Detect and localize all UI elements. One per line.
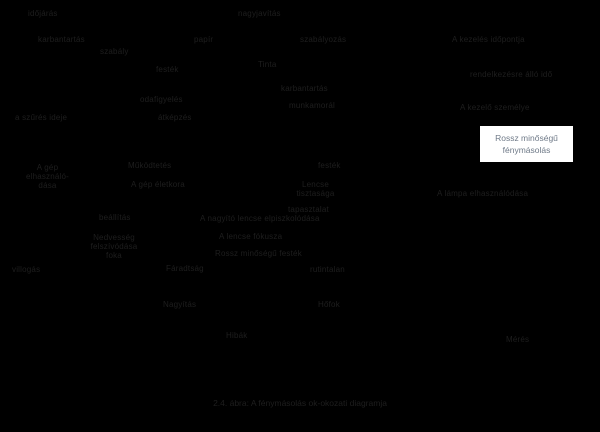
cause-label: munkamorál bbox=[289, 101, 336, 110]
cause-label: Nedvesség felszívódása foka bbox=[90, 233, 138, 261]
cause-label: villogás bbox=[12, 265, 41, 274]
cause-label: Fáradtság bbox=[166, 264, 204, 273]
cause-label: A kezelő személye bbox=[460, 103, 530, 112]
cause-label: Lencse tisztasága bbox=[296, 180, 335, 199]
cause-label: tapasztalat bbox=[288, 205, 329, 214]
cause-label: a szűrés ideje bbox=[15, 113, 68, 122]
figure-caption: 2.4. ábra: A fénymásolás ok-okozati diag… bbox=[213, 398, 387, 408]
cause-label: rutintalan bbox=[310, 265, 345, 274]
cause-label: A lencse fókusza bbox=[219, 232, 283, 241]
cause-label: Hőfok bbox=[318, 300, 340, 309]
cause-label: A gép életkora bbox=[131, 180, 185, 189]
cause-label: Tinta bbox=[258, 60, 277, 69]
effect-box-label: Rossz minőségű fénymásolás bbox=[495, 132, 558, 155]
cause-label: Hibák bbox=[226, 331, 248, 340]
cause-label: Mérés bbox=[506, 335, 530, 344]
cause-label: festék bbox=[156, 65, 179, 74]
cause-label: A kezelés időpontja bbox=[452, 35, 525, 44]
cause-label: nagyjavítás bbox=[238, 9, 281, 18]
cause-label: Nagyítás bbox=[163, 300, 197, 309]
cause-label: Rossz minőségű festék bbox=[215, 249, 302, 258]
cause-label: beállítás bbox=[99, 213, 131, 222]
cause-label: festék bbox=[318, 161, 341, 170]
cause-label: Működtetés bbox=[128, 161, 172, 170]
cause-label: A nagyító lencse elpiszkolódása bbox=[200, 214, 320, 223]
cause-label: odafigyelés bbox=[140, 95, 183, 104]
cause-label: átképzés bbox=[158, 113, 192, 122]
cause-label: szabály bbox=[100, 47, 129, 56]
cause-label: rendelkezésre álló idő bbox=[470, 70, 553, 79]
cause-label: karbantartás bbox=[38, 35, 85, 44]
cause-label: A lámpa elhasználódása bbox=[437, 189, 529, 198]
effect-box: Rossz minőségű fénymásolás bbox=[480, 126, 573, 162]
cause-label: szabályozás bbox=[300, 35, 347, 44]
cause-label: A gép elhasználó- dása bbox=[25, 163, 70, 191]
cause-label: karbantartás bbox=[281, 84, 328, 93]
cause-label: időjárás bbox=[28, 9, 58, 18]
cause-label: papír bbox=[194, 35, 214, 44]
